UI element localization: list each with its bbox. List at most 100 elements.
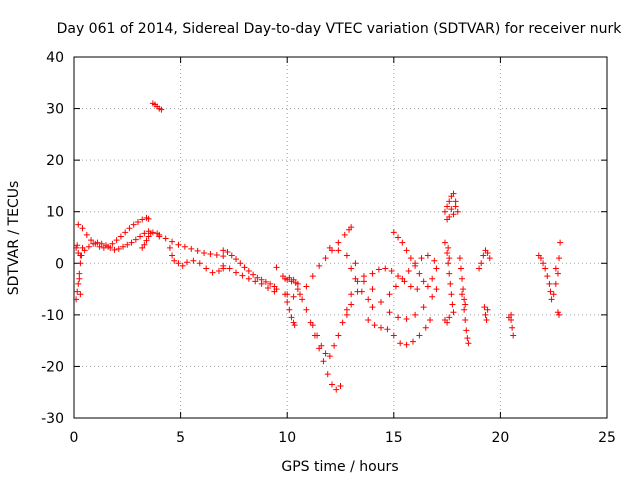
data-point xyxy=(459,275,466,282)
data-point xyxy=(81,247,88,254)
data-point xyxy=(399,239,406,246)
data-point xyxy=(452,203,459,210)
series-isolated-9.5 xyxy=(273,264,280,271)
data-point xyxy=(337,383,344,390)
data-point xyxy=(309,322,316,329)
data-point xyxy=(395,314,402,321)
data-point xyxy=(459,291,466,298)
series-band-4-to-7 xyxy=(156,233,227,260)
data-point xyxy=(365,317,372,324)
data-point xyxy=(369,270,376,277)
data-point xyxy=(286,274,293,281)
data-point xyxy=(252,278,259,285)
data-point xyxy=(486,255,493,262)
y-tick-label: 30 xyxy=(46,102,64,118)
data-point xyxy=(130,221,137,228)
series-cluster-19.2 xyxy=(476,247,493,324)
data-point xyxy=(299,296,306,303)
data-point xyxy=(378,324,385,331)
series-cluster-17.5 xyxy=(441,190,461,223)
data-point xyxy=(448,206,455,213)
series-descent-7-to-9.5 xyxy=(220,247,280,293)
data-point xyxy=(429,275,436,282)
data-point xyxy=(294,286,301,293)
data-point xyxy=(290,293,297,300)
series-early-low-spike xyxy=(73,242,86,303)
data-point xyxy=(90,240,97,247)
data-point xyxy=(237,260,244,267)
data-point xyxy=(203,265,210,272)
x-tick-label: 5 xyxy=(176,430,185,446)
data-point xyxy=(143,237,150,244)
data-point xyxy=(446,255,453,262)
data-point xyxy=(386,309,393,316)
data-point xyxy=(444,249,451,256)
data-point xyxy=(141,241,148,248)
data-point xyxy=(96,243,103,250)
data-point xyxy=(354,278,361,285)
series-lower-band-0-to-4 xyxy=(77,228,163,259)
data-point xyxy=(233,269,240,276)
data-point xyxy=(194,247,201,254)
data-point xyxy=(134,219,141,226)
data-point xyxy=(407,283,414,290)
data-point xyxy=(241,264,248,271)
series-arc-12-to-16 xyxy=(326,244,440,322)
data-point xyxy=(183,259,190,266)
data-point xyxy=(409,338,416,345)
data-point xyxy=(290,319,297,326)
data-point xyxy=(115,245,122,252)
data-point xyxy=(258,280,265,287)
data-point xyxy=(145,215,152,222)
data-point xyxy=(271,288,278,295)
data-point xyxy=(335,247,342,254)
data-point xyxy=(433,286,440,293)
data-point xyxy=(450,190,457,197)
data-point xyxy=(262,278,269,285)
data-point xyxy=(273,264,280,271)
data-point xyxy=(309,273,316,280)
data-point xyxy=(207,251,214,258)
data-point xyxy=(416,332,423,339)
data-point xyxy=(220,262,227,269)
data-point xyxy=(76,275,83,282)
data-point xyxy=(449,301,456,308)
data-point xyxy=(141,230,148,237)
data-point xyxy=(556,255,563,262)
data-point xyxy=(145,233,152,240)
data-point xyxy=(73,244,80,251)
data-point xyxy=(452,198,459,205)
data-point xyxy=(343,306,350,313)
data-point xyxy=(250,271,257,278)
data-point xyxy=(441,239,448,246)
data-point xyxy=(303,306,310,313)
data-point xyxy=(484,249,491,256)
data-point xyxy=(554,309,561,316)
data-point xyxy=(462,317,469,324)
series-descent-11.5-to-12 xyxy=(309,322,333,360)
data-point xyxy=(158,106,165,113)
series-cluster-20.5 xyxy=(505,311,517,339)
data-point xyxy=(433,265,440,272)
y-tick-label: 0 xyxy=(55,256,64,272)
data-point xyxy=(335,239,342,246)
data-point xyxy=(478,260,485,267)
data-point xyxy=(120,243,127,250)
x-tick-label: 0 xyxy=(70,430,79,446)
data-point xyxy=(181,243,188,250)
chart-title: Day 061 of 2014, Sidereal Day-to-day VTE… xyxy=(57,21,623,37)
data-point xyxy=(328,381,335,388)
data-point xyxy=(74,242,81,249)
data-point xyxy=(429,293,436,300)
data-point xyxy=(179,262,186,269)
series-climb-12.8-to-17 xyxy=(343,265,421,318)
series-high-branch-13-14 xyxy=(348,265,376,311)
y-tick-label: -20 xyxy=(41,359,64,375)
plot-frame xyxy=(73,56,608,419)
data-point xyxy=(74,288,81,295)
y-tick-label: 40 xyxy=(46,50,64,66)
x-tick-label: 20 xyxy=(491,430,509,446)
data-point xyxy=(245,268,252,275)
data-point xyxy=(245,275,252,282)
data-point xyxy=(175,260,182,267)
